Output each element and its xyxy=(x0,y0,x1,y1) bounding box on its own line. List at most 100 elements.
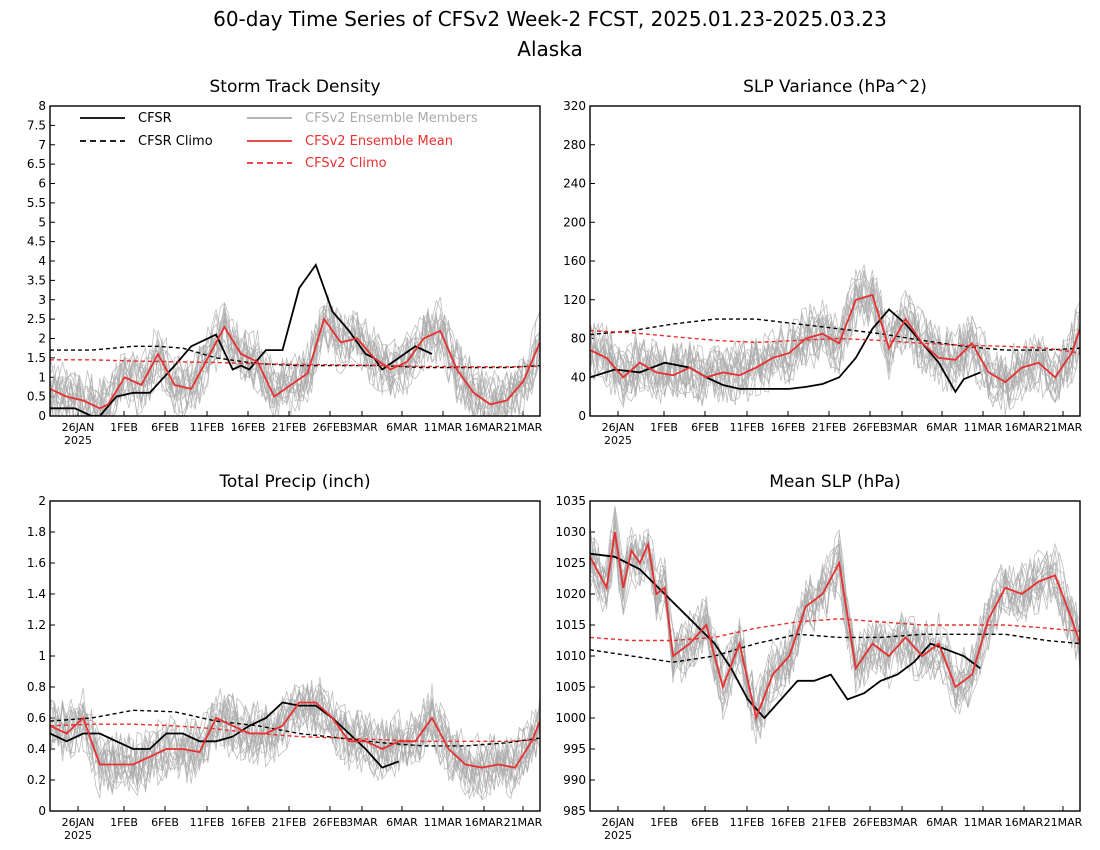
panel-lines xyxy=(590,264,1080,416)
ensemble-member-line xyxy=(590,542,1080,724)
series-line-cfsr-climo xyxy=(50,345,540,369)
y-tick-label: 1.5 xyxy=(27,351,46,365)
panel-title: Mean SLP (hPa) xyxy=(769,472,901,492)
panel-lines xyxy=(50,676,540,801)
y-tick-label: 3.5 xyxy=(27,273,46,287)
x-tick-label: 11MAR xyxy=(424,816,463,829)
ensemble-member-line xyxy=(590,505,1080,706)
x-tick-label: 11FEB xyxy=(190,421,225,434)
x-tick-label: 21MAR xyxy=(1044,816,1083,829)
y-tick-label: 80 xyxy=(571,332,586,346)
ensemble-member-line xyxy=(50,306,540,416)
x-tick-label: 11FEB xyxy=(190,816,225,829)
series-line-cfsr xyxy=(590,308,981,394)
panel-frame xyxy=(49,500,541,812)
x-tick-label: 16FEB xyxy=(231,421,266,434)
x-year-label: 2025 xyxy=(64,829,92,842)
panel-lines xyxy=(50,262,540,416)
legend-label-cfsr-climo: CFSR Climo xyxy=(138,134,213,149)
y-tick-label: 200 xyxy=(563,215,586,229)
ensemble-member-line xyxy=(590,526,1080,728)
x-tick-label: 11FEB xyxy=(730,816,765,829)
y-tick-label: 40 xyxy=(571,370,586,384)
y-tick-label: 240 xyxy=(563,177,586,191)
panel-storm-track-density: Storm Track Density 0 0.5 1 1.5 2 2.5 3 3.5 4 4.5 5… xyxy=(27,77,543,447)
x-tick-label: 11FEB xyxy=(730,421,765,434)
x-tick-label: 1FEB xyxy=(650,816,678,829)
series-line-cfsv2-climo xyxy=(590,330,1080,354)
y-tick-label: 0 xyxy=(38,804,46,818)
y-tick-label: 0.4 xyxy=(27,742,46,756)
y-tick-label: 320 xyxy=(563,99,586,113)
x-tick-label: 1FEB xyxy=(650,421,678,434)
y-tick-label: 4 xyxy=(38,254,46,268)
y-tick-label: 1025 xyxy=(555,556,586,570)
x-tick-label: 3MAR xyxy=(886,421,918,434)
x-tick-label: 16MAR xyxy=(1005,816,1044,829)
x-tick-label: 16MAR xyxy=(465,816,504,829)
x-tick-label: 16FEB xyxy=(771,816,806,829)
series-line-cfsr xyxy=(590,552,981,720)
panel-title: Total Precip (inch) xyxy=(218,472,370,492)
y-tick-label: 995 xyxy=(563,742,586,756)
y-tick-label: 0.8 xyxy=(27,680,46,694)
panel-total-precip: Total Precip (inch) 0 0.2 0.4 0.6 0.8 1 1.2 1.4 1… xyxy=(27,472,543,842)
y-tick-label: 2 xyxy=(38,494,46,508)
x-tick-label: 3MAR xyxy=(346,816,378,829)
ensemble-member-line xyxy=(590,511,1080,721)
x-tick-label: 16MAR xyxy=(465,421,504,434)
x-tick-label: 6FEB xyxy=(691,816,719,829)
y-tick-label: 1.2 xyxy=(27,618,46,632)
panel-frame xyxy=(589,105,1081,417)
x-tick-label: 1FEB xyxy=(110,421,138,434)
y-tick-label: 0 xyxy=(578,409,586,423)
x-tick-label: 16MAR xyxy=(1005,421,1044,434)
x-tick-label: 6FEB xyxy=(151,816,179,829)
x-tick-label: 26FEB xyxy=(313,421,348,434)
series-line-cfsv2-climo xyxy=(50,723,540,742)
y-tick-label: 985 xyxy=(563,804,586,818)
ensemble-member-line xyxy=(590,519,1080,745)
x-year-label: 2025 xyxy=(64,434,92,447)
x-tick-label: 26JAN xyxy=(62,816,95,829)
y-tick-label: 8 xyxy=(38,99,46,113)
x-tick-label: 11MAR xyxy=(424,421,463,434)
x-tick-label: 21FEB xyxy=(272,816,307,829)
x-tick-label: 6MAR xyxy=(926,421,958,434)
y-tick-label: 160 xyxy=(563,254,586,268)
ensemble-member-line xyxy=(590,533,1080,740)
y-tick-label: 4.5 xyxy=(27,235,46,249)
y-tick-label: 3 xyxy=(38,293,46,307)
x-tick-label: 6MAR xyxy=(386,421,418,434)
y-tick-label: 1.6 xyxy=(27,556,46,570)
y-tick-label: 1005 xyxy=(555,680,586,694)
ensemble-member-line xyxy=(50,691,540,801)
ensemble-member-line xyxy=(50,688,540,794)
x-tick-label: 21FEB xyxy=(812,816,847,829)
y-tick-label: 7 xyxy=(38,138,46,152)
y-tick-label: 5 xyxy=(38,215,46,229)
x-tick-label: 11MAR xyxy=(964,421,1003,434)
panel-mean-slp: Mean SLP (hPa) 985 990 995 1000 1005 1010 1015 1… xyxy=(555,472,1082,842)
series-line-cfsv2-ensemble-mean xyxy=(50,701,540,769)
legend-label-cfsv2-climo: CFSv2 Climo xyxy=(305,156,387,171)
x-tick-label: 26FEB xyxy=(853,421,888,434)
y-tick-label: 1000 xyxy=(555,711,586,725)
y-tick-label: 1 xyxy=(38,370,46,384)
x-tick-label: 6FEB xyxy=(691,421,719,434)
panel-frame xyxy=(589,500,1081,812)
x-tick-label: 16FEB xyxy=(231,816,266,829)
series-line-cfsr-climo xyxy=(50,709,540,747)
y-tick-label: 1035 xyxy=(555,494,586,508)
panel-frame xyxy=(49,105,541,417)
x-year-label: 2025 xyxy=(604,829,632,842)
series-line-cfsv2-ensemble-mean xyxy=(590,293,1080,384)
ensemble-member-line xyxy=(590,269,1080,404)
y-tick-label: 1.4 xyxy=(27,587,46,601)
ensemble-member-line xyxy=(590,529,1080,724)
y-tick-label: 0.2 xyxy=(27,773,46,787)
x-tick-label: 26JAN xyxy=(62,421,95,434)
x-tick-label: 21MAR xyxy=(504,816,543,829)
x-tick-label: 1FEB xyxy=(110,816,138,829)
y-tick-label: 1010 xyxy=(555,649,586,663)
